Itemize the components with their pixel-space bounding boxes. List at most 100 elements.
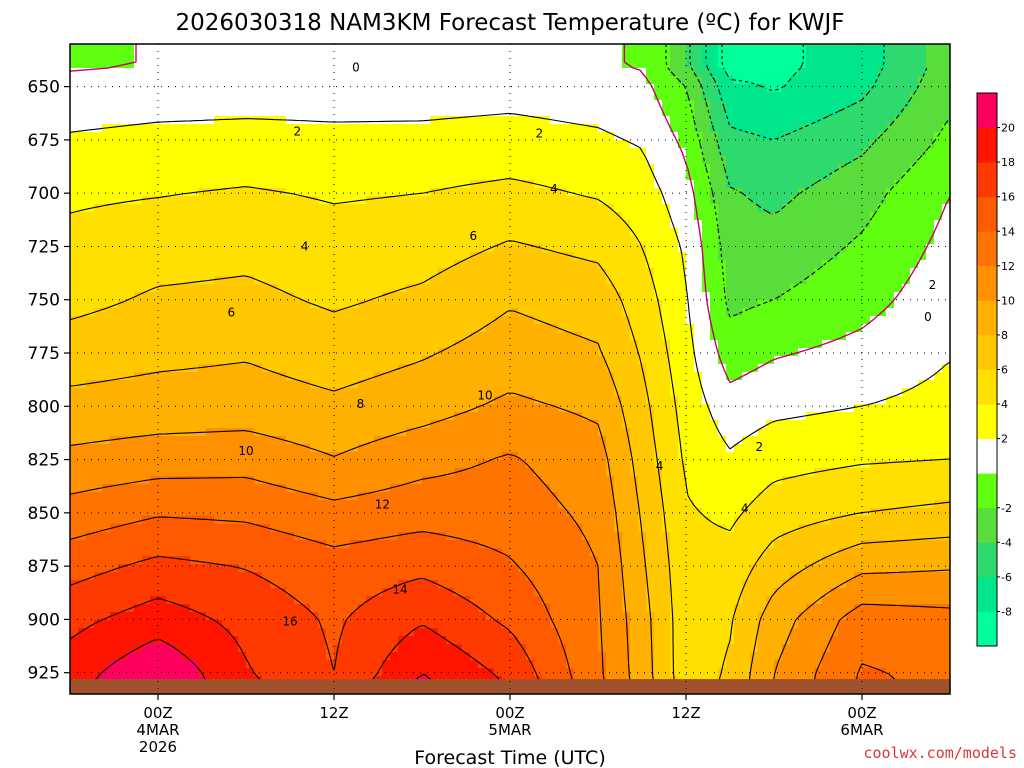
temperature-cell [334, 396, 343, 405]
temperature-cell [550, 188, 559, 197]
temperature-cell [406, 476, 415, 485]
temperature-cell [238, 220, 247, 229]
temperature-cell [342, 52, 351, 61]
temperature-cell [470, 228, 479, 237]
temperature-cell [390, 196, 399, 205]
temperature-cell [86, 108, 95, 117]
temperature-cell [526, 188, 535, 197]
temperature-cell [326, 588, 335, 597]
temperature-cell [398, 268, 407, 277]
temperature-cell [126, 428, 135, 437]
temperature-cell [334, 156, 343, 165]
temperature-cell [110, 124, 119, 133]
temperature-cell [526, 324, 535, 333]
temperature-cell [294, 372, 303, 381]
temperature-cell [342, 364, 351, 373]
temperature-cell [190, 60, 199, 69]
temperature-cell [462, 444, 471, 453]
temperature-cell [102, 588, 111, 597]
temperature-cell [238, 612, 247, 621]
temperature-cell [198, 44, 207, 53]
temperature-cell [486, 172, 495, 181]
temperature-cell [118, 644, 127, 653]
temperature-cell [158, 404, 167, 413]
temperature-cell [358, 52, 367, 61]
temperature-cell [230, 428, 239, 437]
temperature-cell [510, 396, 519, 405]
temperature-cell [294, 292, 303, 301]
temperature-cell [390, 668, 399, 677]
temperature-cell [462, 324, 471, 333]
temperature-cell [486, 420, 495, 429]
temperature-cell [478, 644, 487, 653]
temperature-cell [142, 436, 151, 445]
temperature-cell [78, 652, 87, 661]
temperature-cell [110, 44, 119, 53]
temperature-cell [358, 460, 367, 469]
temperature-cell [358, 452, 367, 461]
temperature-cell [238, 644, 247, 653]
temperature-cell [150, 652, 159, 661]
temperature-cell [366, 428, 375, 437]
temperature-cell [310, 356, 319, 365]
temperature-cell [246, 284, 255, 293]
temperature-cell [382, 596, 391, 605]
temperature-cell [438, 532, 447, 541]
temperature-cell [102, 396, 111, 405]
temperature-cell [198, 396, 207, 405]
temperature-cell [334, 340, 343, 349]
temperature-cell [254, 492, 263, 501]
temperature-cell [142, 228, 151, 237]
temperature-cell [374, 364, 383, 373]
temperature-cell [222, 604, 231, 613]
temperature-cell [286, 164, 295, 173]
temperature-cell [294, 108, 303, 117]
temperature-cell [542, 548, 551, 557]
temperature-cell [182, 116, 191, 125]
temperature-cell [430, 348, 439, 357]
temperature-cell [238, 508, 247, 517]
temperature-cell [342, 332, 351, 341]
temperature-cell [550, 484, 559, 493]
temperature-cell [102, 500, 111, 509]
temperature-cell [70, 468, 79, 477]
temperature-cell [318, 308, 327, 317]
temperature-cell [86, 564, 95, 573]
temperature-cell [470, 532, 479, 541]
temperature-cell [478, 428, 487, 437]
temperature-cell [326, 228, 335, 237]
temperature-cell [446, 380, 455, 389]
temperature-cell [446, 156, 455, 165]
temperature-cell [198, 284, 207, 293]
temperature-cell [478, 396, 487, 405]
temperature-cell [182, 140, 191, 149]
temperature-cell [134, 316, 143, 325]
temperature-cell [166, 220, 175, 229]
temperature-cell [246, 300, 255, 309]
temperature-cell [182, 260, 191, 269]
temperature-cell [222, 268, 231, 277]
temperature-cell [270, 300, 279, 309]
temperature-cell [406, 52, 415, 61]
temperature-cell [150, 644, 159, 653]
temperature-cell [222, 156, 231, 165]
temperature-cell [366, 276, 375, 285]
temperature-cell [174, 572, 183, 581]
temperature-cell [518, 284, 527, 293]
temperature-cell [334, 180, 343, 189]
temperature-cell [166, 492, 175, 501]
temperature-cell [470, 268, 479, 277]
temperature-cell [238, 588, 247, 597]
temperature-cell [142, 340, 151, 349]
temperature-cell [358, 276, 367, 285]
temperature-cell [70, 268, 79, 277]
temperature-cell [94, 540, 103, 549]
temperature-cell [78, 452, 87, 461]
temperature-cell [86, 412, 95, 421]
temperature-cell [190, 372, 199, 381]
temperature-cell [142, 524, 151, 533]
temperature-cell [118, 268, 127, 277]
temperature-cell [350, 100, 359, 109]
temperature-cell [494, 532, 503, 541]
temperature-cell [182, 284, 191, 293]
